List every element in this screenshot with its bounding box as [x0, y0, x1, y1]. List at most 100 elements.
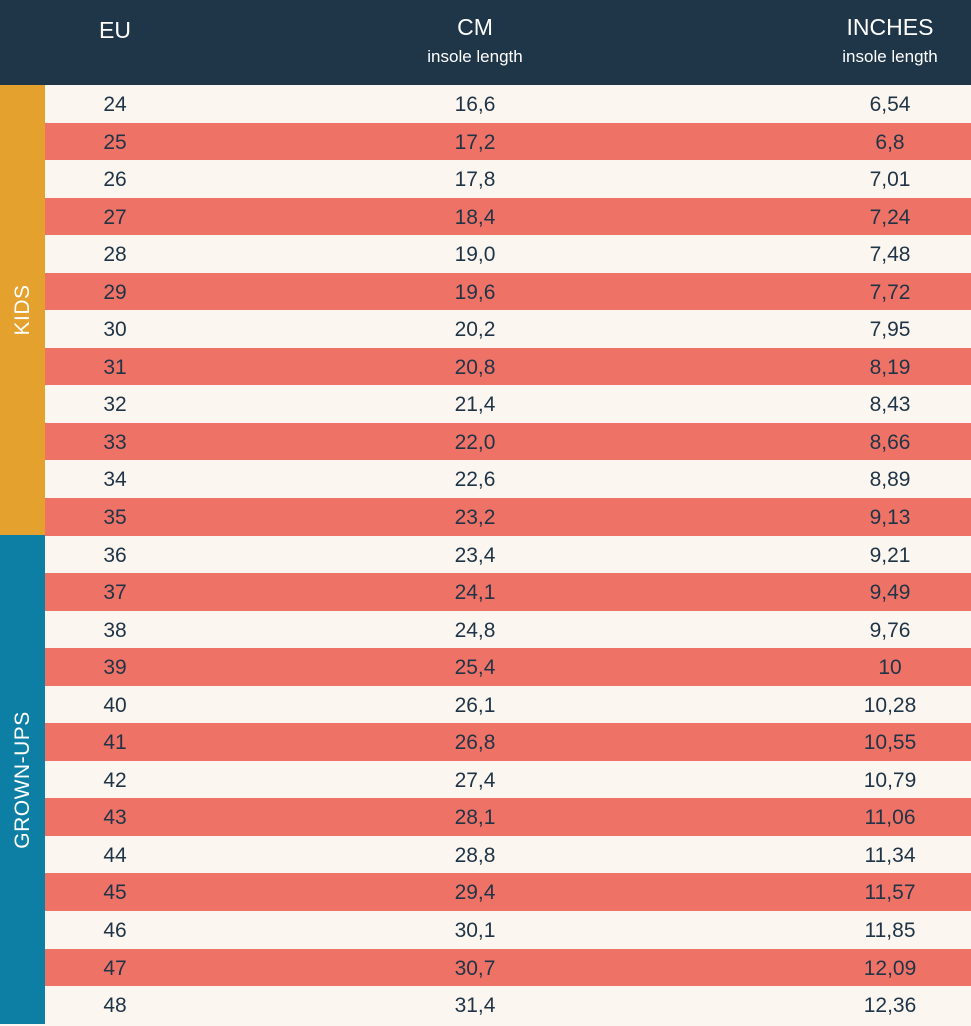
group-label-grown-ups: GROWN-UPS	[10, 710, 34, 849]
table-row: 31 20,8 8,19	[45, 347, 971, 386]
cell-cm: 25,4	[454, 656, 496, 680]
cell-cm: 23,4	[454, 543, 496, 567]
table-header: EU CM insole length INCHES insole length	[0, 0, 971, 85]
cell-cm: 17,8	[454, 168, 496, 192]
cell-cm: 23,2	[454, 506, 496, 530]
table-row: 38 24,8 9,76	[45, 610, 971, 649]
cell-cm: 30,1	[454, 919, 496, 943]
cell-eu: 27	[103, 205, 127, 229]
cell-inches: 12,09	[863, 956, 917, 980]
cell-cm: 28,1	[454, 806, 496, 830]
header-inches-label: INCHES	[846, 14, 934, 40]
cell-inches: 9,76	[869, 618, 911, 642]
cell-cm: 18,4	[454, 205, 496, 229]
table-row: 30 20,2 7,95	[45, 310, 971, 348]
cell-eu: 26	[103, 168, 127, 192]
cell-cm: 29,4	[454, 881, 496, 905]
cell-cm: 24,1	[454, 581, 496, 605]
cell-eu: 33	[103, 430, 127, 454]
cell-inches: 7,95	[869, 318, 911, 342]
cell-eu: 31	[103, 355, 127, 379]
cell-inches: 10,79	[863, 768, 917, 792]
cell-inches: 6,8	[875, 130, 905, 154]
table-row: 33 22,0 8,66	[45, 422, 971, 461]
cell-inches: 8,89	[869, 468, 911, 492]
table-row: 40 26,1 10,28	[45, 685, 971, 724]
cell-cm: 27,4	[454, 768, 496, 792]
table-row: 45 29,4 11,57	[45, 873, 971, 912]
header-cm-sublabel: insole length	[427, 47, 523, 66]
cell-inches: 8,43	[869, 393, 911, 417]
table-row: 32 21,4 8,43	[45, 385, 971, 423]
group-band-kids: KIDS	[0, 85, 45, 535]
cell-eu: 45	[103, 881, 127, 905]
cell-inches: 7,48	[869, 243, 911, 267]
header-eu: EU	[80, 17, 150, 43]
table-row: 29 19,6 7,72	[45, 272, 971, 311]
table-row: 41 26,8 10,55	[45, 723, 971, 761]
cell-eu: 25	[103, 130, 127, 154]
cell-inches: 8,19	[869, 355, 911, 379]
cell-eu: 43	[103, 806, 127, 830]
cell-eu: 40	[103, 693, 127, 717]
cell-inches: 9,13	[869, 506, 911, 530]
group-band-grown-ups: GROWN-UPS	[0, 535, 45, 1024]
cell-eu: 29	[103, 280, 127, 304]
header-inches-sublabel: insole length	[842, 47, 938, 66]
cell-inches: 11,06	[864, 806, 916, 830]
cell-cm: 26,8	[454, 731, 496, 755]
cell-inches: 11,34	[864, 843, 916, 867]
cell-inches: 12,36	[863, 994, 917, 1018]
table-row: 42 27,4 10,79	[45, 760, 971, 799]
table-row: 28 19,0 7,48	[45, 235, 971, 273]
cell-inches: 11,57	[864, 881, 916, 905]
table-row: 44 28,8 11,34	[45, 835, 971, 874]
table-row: 36 23,4 9,21	[45, 535, 971, 574]
group-label-kids: KIDS	[10, 284, 34, 336]
cell-eu: 35	[103, 506, 127, 530]
cell-cm: 21,4	[454, 393, 496, 417]
cell-inches: 10,28	[863, 693, 917, 717]
cell-eu: 34	[103, 468, 127, 492]
header-inches: INCHES insole length	[810, 14, 970, 68]
cell-eu: 44	[103, 843, 127, 867]
cell-eu: 42	[103, 768, 127, 792]
table-row: 47 30,7 12,09	[45, 948, 971, 987]
cell-inches: 7,72	[869, 280, 911, 304]
table-row: 43 28,1 11,06	[45, 798, 971, 836]
cell-eu: 30	[103, 318, 127, 342]
cell-eu: 32	[103, 393, 127, 417]
cell-eu: 24	[103, 93, 127, 116]
cell-cm: 19,0	[454, 243, 496, 267]
cell-inches: 10,55	[863, 731, 917, 755]
table-row: 24 16,6 6,54	[45, 85, 971, 123]
cell-eu: 37	[103, 581, 127, 605]
cell-inches: 7,01	[869, 168, 911, 192]
table-row: 34 22,6 8,89	[45, 460, 971, 499]
cell-eu: 46	[103, 919, 127, 943]
cell-cm: 22,0	[454, 430, 496, 454]
cell-inches: 10	[878, 656, 902, 680]
cell-eu: 48	[103, 994, 127, 1018]
header-cm-label: CM	[457, 14, 493, 40]
cell-cm: 17,2	[454, 130, 496, 154]
table-row: 26 17,8 7,01	[45, 160, 971, 198]
cell-cm: 16,6	[454, 93, 496, 116]
cell-inches: 7,24	[869, 205, 911, 229]
header-eu-label: EU	[99, 17, 131, 43]
cell-cm: 28,8	[454, 843, 496, 867]
cell-cm: 19,6	[454, 280, 496, 304]
cell-inches: 9,49	[869, 581, 911, 605]
cell-eu: 38	[103, 618, 127, 642]
table-row: 35 23,2 9,13	[45, 498, 971, 536]
table-body: 24 16,6 6,54 25 17,2 6,8 26 17,8 7,01 27 18,4 7,24 2…	[45, 85, 971, 1024]
cell-inches: 8,66	[869, 430, 911, 454]
table-row: 37 24,1 9,49	[45, 573, 971, 611]
table-row: 25 17,2 6,8	[45, 122, 971, 161]
cell-cm: 22,6	[454, 468, 496, 492]
table-row: 46 30,1 11,85	[45, 911, 971, 949]
header-cm: CM insole length	[395, 14, 555, 68]
cell-inches: 6,54	[869, 93, 911, 116]
cell-eu: 36	[103, 543, 127, 567]
cell-cm: 26,1	[454, 693, 496, 717]
